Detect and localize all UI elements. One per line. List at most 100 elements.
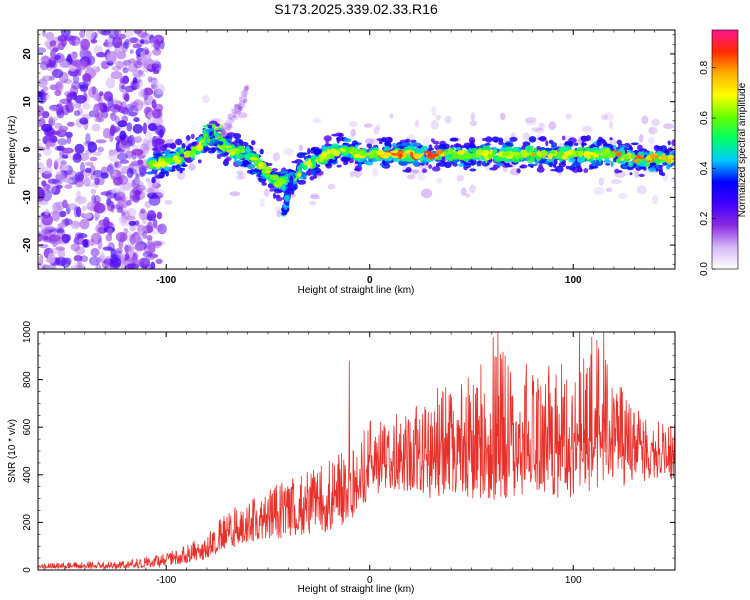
spectrogram-cell [242, 89, 249, 96]
spectrogram-cell [622, 164, 626, 169]
spectrogram-cell [491, 136, 500, 143]
spectrogram-cell [188, 163, 196, 171]
spectrogram-cell [113, 176, 123, 186]
spectrogram-cell [209, 136, 213, 140]
spectrogram-cell [116, 207, 124, 214]
spectrogram-cell [97, 237, 103, 250]
spectrogram-cell [79, 84, 89, 93]
spectrogram-cell [41, 111, 50, 119]
spectrogram-cell [431, 106, 437, 117]
spectrogram-cell [181, 143, 186, 149]
spectrogram-cell [64, 170, 77, 179]
snr-y-tick-label: 200 [22, 514, 33, 531]
spectrogram-cell [132, 77, 138, 84]
spectrogram-cell [163, 158, 173, 163]
spectrogram-cell [41, 214, 54, 226]
spectrogram-cell [38, 105, 44, 117]
spectrogram-cell [468, 136, 476, 144]
spectrogram-cell [156, 211, 163, 220]
spectrogram-cell [42, 91, 50, 101]
spectrogram-cell [270, 174, 279, 181]
spectrogram-cell [336, 164, 342, 168]
spectrogram-cell [122, 41, 130, 49]
spectrogram-cell [140, 88, 146, 97]
spectrogram-cell [438, 144, 447, 149]
spectrogram-cell [568, 165, 576, 171]
spectrogram-cell [239, 102, 246, 108]
spectrogram-cell [208, 131, 213, 137]
spectrogram-cell [138, 69, 144, 75]
spectrogram-cell [138, 257, 151, 269]
spectrogram-cell [67, 121, 75, 127]
spectrogram-cell [237, 112, 248, 119]
spectrogram-cell [235, 149, 245, 154]
spectrogram-cell [665, 165, 671, 170]
spectrogram-cell [662, 162, 668, 166]
spectrogram-cell [154, 171, 158, 175]
snr-y-tick-label: 800 [22, 371, 33, 388]
spectrogram-cell [84, 161, 94, 166]
spectrogram-cell [273, 188, 283, 194]
spectrogram-cell [93, 151, 102, 156]
spectrogram-cell [132, 79, 142, 84]
spectrogram-cell [120, 85, 125, 90]
spectrogram-cell [38, 243, 49, 249]
spectrogram-cell [487, 153, 495, 159]
spectrogram-cell [515, 155, 523, 159]
spectrogram-cell [65, 131, 73, 139]
spectrogram-cell [151, 63, 160, 70]
spectrogram-cell [238, 139, 244, 146]
spectrogram-cell [375, 123, 381, 131]
spectrogram-cell [298, 144, 304, 151]
spectrogram-cell [113, 104, 120, 110]
spectrogram-cell [111, 188, 120, 194]
spectrogram-cell [234, 103, 240, 108]
spectrogram-cell [142, 216, 147, 225]
spectrogram-cell [61, 233, 71, 244]
spectrogram-cell [68, 65, 77, 72]
spectrogram-cell [109, 257, 122, 268]
spectrogram-cell [143, 90, 149, 101]
spectrogram-cell [52, 68, 64, 79]
spectrogram-cell [120, 252, 126, 261]
spectrogram-cell [125, 199, 132, 206]
spectrogram-cell [319, 158, 324, 163]
spectrogram-cell [207, 139, 211, 143]
spectrogram-cell [72, 221, 81, 228]
spectrogram-cell [74, 246, 86, 255]
spectrogram-cell [48, 58, 56, 68]
spectrogram-cell [458, 163, 464, 167]
spectrogram-cell [75, 262, 84, 269]
spectrogram-cell [159, 40, 165, 50]
spectrogram-cell [164, 199, 173, 205]
spectrogram-cell [151, 176, 156, 184]
spectrogram-cell [49, 40, 57, 47]
spectrogram-cell [49, 116, 58, 122]
spectrogram-cell [55, 174, 65, 180]
spectrogram-cell [158, 161, 167, 168]
spectrogram-cell [216, 153, 222, 160]
spectrogram-cell [363, 160, 368, 165]
spectrogram-cell [142, 122, 147, 135]
spectrogram-cell [528, 136, 537, 143]
spectrogram-cell [55, 82, 63, 90]
spectrogram-cell [161, 151, 165, 155]
spectrogram-cell [297, 179, 307, 185]
spectrogram-cell [94, 177, 100, 186]
spectrogram-cell [108, 150, 120, 162]
spectrogram-cell [38, 232, 43, 242]
snr-x-tick-label: 0 [367, 575, 373, 586]
spectrogram-cell [71, 39, 76, 45]
spectrogram-cell [464, 154, 472, 159]
spectrogram-cell [449, 138, 459, 142]
spectrogram-cell [117, 200, 124, 206]
spectrogram-cell [456, 174, 465, 182]
spectrogram-cell [649, 153, 657, 160]
spectrogram-cell [53, 160, 59, 170]
spectrogram-cell [171, 142, 175, 149]
spectrogram-cell [457, 153, 467, 161]
spectrogram-cell [620, 157, 625, 161]
spectrogram-cell [52, 178, 63, 185]
spectrogram-cell [110, 124, 116, 136]
spectrogram-cell [70, 52, 78, 60]
